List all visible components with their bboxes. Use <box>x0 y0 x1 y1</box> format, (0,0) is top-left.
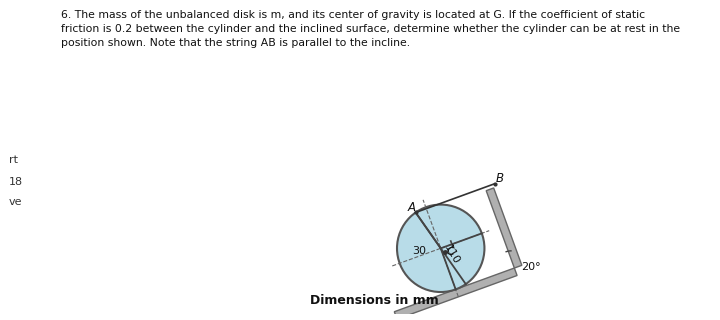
Text: 110: 110 <box>443 243 462 266</box>
Polygon shape <box>486 188 522 268</box>
Polygon shape <box>395 268 517 319</box>
Circle shape <box>397 204 485 292</box>
Text: Dimensions in mm: Dimensions in mm <box>310 294 438 307</box>
Text: 6. The mass of the unbalanced disk is m, and its center of gravity is located at: 6. The mass of the unbalanced disk is m,… <box>61 10 680 48</box>
Text: A: A <box>408 201 415 214</box>
Text: 30: 30 <box>413 246 426 256</box>
Text: 18: 18 <box>9 177 23 188</box>
Text: 20°: 20° <box>521 262 541 272</box>
Text: B: B <box>496 172 504 185</box>
Text: C: C <box>447 246 455 257</box>
Text: ve: ve <box>9 196 22 207</box>
Text: rt: rt <box>9 155 17 165</box>
